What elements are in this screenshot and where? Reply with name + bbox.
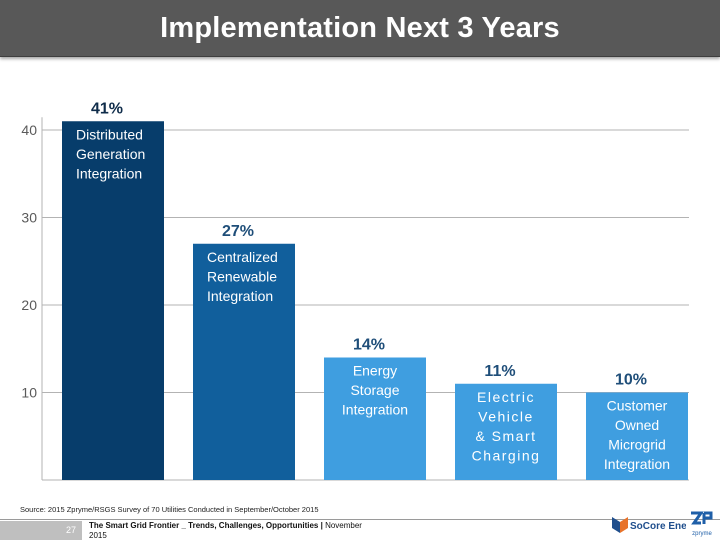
doc-separator: | bbox=[318, 521, 326, 530]
footer-divider bbox=[0, 519, 720, 520]
socore-logo-mark-left bbox=[612, 517, 620, 533]
bar-category-label: Electric bbox=[477, 389, 535, 405]
doc-title: The Smart Grid Frontier _ Trends, Challe… bbox=[89, 521, 319, 530]
bar bbox=[62, 121, 164, 480]
bar-category-label: Integration bbox=[207, 288, 273, 304]
bar-category-label: Customer bbox=[607, 398, 668, 414]
zpryme-logo-p bbox=[702, 511, 713, 524]
title-bar bbox=[0, 0, 720, 57]
bar-value-label: 27% bbox=[222, 223, 254, 240]
footer-doc-title: The Smart Grid Frontier _ Trends, Challe… bbox=[89, 521, 379, 541]
bar-category-label: Distributed bbox=[76, 126, 143, 142]
bar-value-label: 41% bbox=[91, 100, 123, 117]
bar-value-label: 11% bbox=[484, 363, 515, 380]
bar-category-label: Generation bbox=[76, 146, 145, 162]
page-number: 27 bbox=[65, 525, 76, 535]
y-tick-label: 20 bbox=[21, 297, 37, 313]
slide-title: Implementation Next 3 Years bbox=[160, 12, 560, 44]
y-tick-label: 30 bbox=[21, 210, 37, 226]
bar-category-label: Owned bbox=[615, 417, 659, 433]
doc-date: November 2015 bbox=[89, 521, 362, 540]
bar-category-label: & Smart bbox=[475, 428, 536, 444]
zpryme-logo-text: zpryme bbox=[692, 531, 712, 537]
source-note: Source: 2015 Zpryme/RSGS Survey of 70 Ut… bbox=[20, 505, 319, 514]
socore-logo-text: SoCore Energy bbox=[630, 521, 686, 532]
socore-energy-logo: SoCore Energy bbox=[612, 517, 686, 533]
socore-logo-mark-right bbox=[620, 517, 628, 533]
zpryme-logo-z bbox=[691, 511, 704, 525]
bar-category-label: Integration bbox=[76, 165, 142, 181]
bar bbox=[586, 392, 688, 480]
bar-value-label: 10% bbox=[615, 372, 647, 389]
bar-category-label: Storage bbox=[350, 382, 399, 398]
bar-category-label: Vehicle bbox=[478, 408, 534, 424]
y-tick-label: 40 bbox=[21, 122, 37, 138]
y-tick-label: 10 bbox=[21, 385, 37, 401]
bar-category-label: Centralized bbox=[207, 249, 278, 265]
bar-category-label: Integration bbox=[604, 456, 670, 472]
bar-category-label: Microgrid bbox=[608, 437, 666, 453]
bar-category-label: Charging bbox=[472, 447, 541, 463]
bar-value-label: 14% bbox=[353, 337, 385, 354]
bar bbox=[193, 243, 295, 480]
bar-category-label: Energy bbox=[353, 363, 397, 379]
bar bbox=[324, 357, 426, 480]
bar bbox=[455, 383, 557, 480]
zpryme-logo: zpryme bbox=[691, 511, 713, 537]
bar-category-label: Renewable bbox=[207, 268, 277, 284]
bar-category-label: Integration bbox=[342, 402, 408, 418]
page-number-box: 27 bbox=[0, 521, 82, 540]
